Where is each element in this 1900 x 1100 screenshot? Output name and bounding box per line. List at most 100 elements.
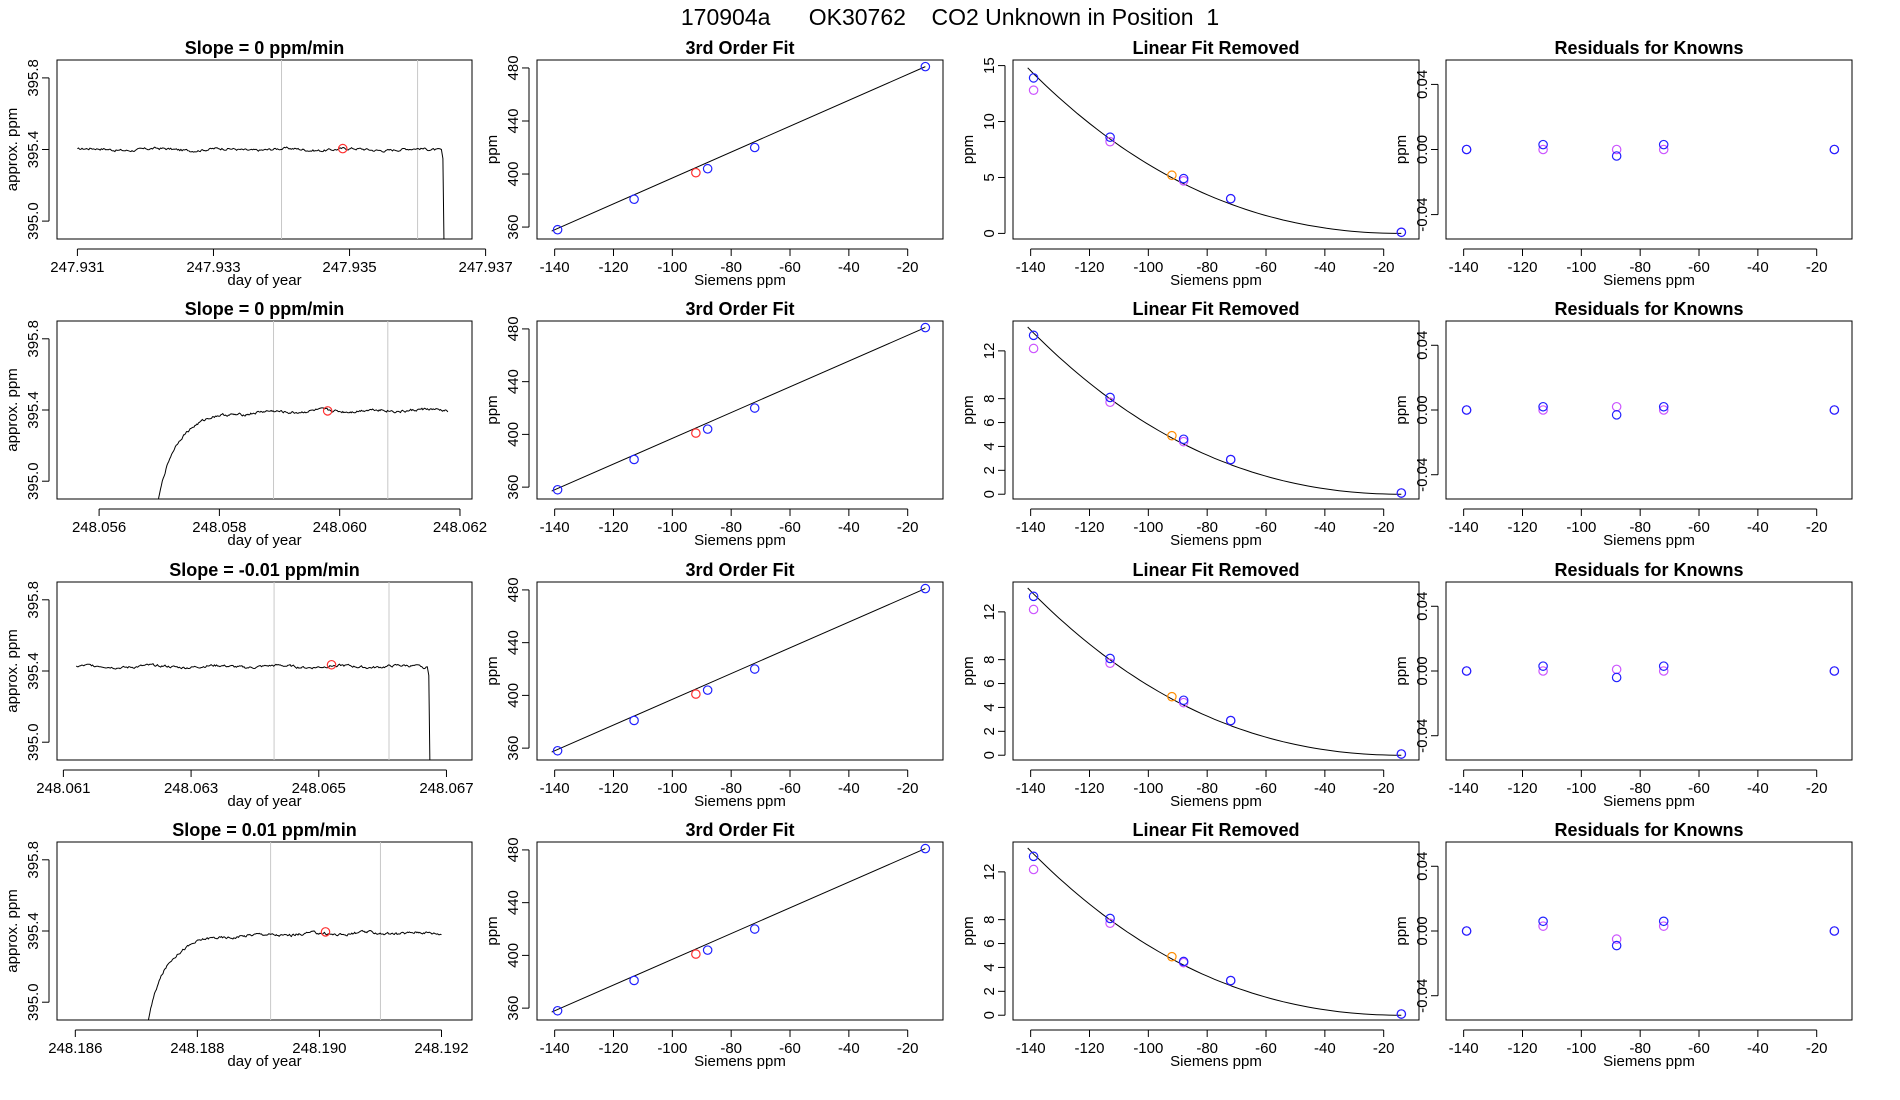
residual-point [1611, 672, 1622, 683]
x-tick-label: -140 [1449, 519, 1479, 536]
x-tick-label: -80 [720, 519, 742, 536]
x-tick-label: -120 [598, 259, 628, 276]
series-line [157, 407, 449, 499]
y-axis-label: approx. ppm [4, 889, 21, 972]
y-axis-label: ppm [960, 656, 977, 685]
known-point [702, 163, 713, 174]
x-axis-label: Siemens ppm [1603, 532, 1695, 549]
x-tick-label: -80 [1196, 519, 1218, 536]
residual-point [1461, 405, 1472, 415]
known-point [702, 945, 713, 955]
unknown-point [1167, 430, 1177, 441]
x-tick-label: -120 [598, 1040, 628, 1057]
x-tick-label: 248.056 [72, 519, 126, 536]
unknown-point [1167, 951, 1177, 962]
x-tick-label: -100 [1566, 259, 1596, 276]
panel-linear_removed-row-2: Linear Fit Removed -140 -120 -100 -80 -60 -40 -… [960, 299, 1420, 549]
x-tick-label: 248.067 [419, 780, 473, 797]
y-tick-label: 0.04 [1414, 70, 1431, 99]
y-tick-label: 400 [505, 422, 522, 447]
x-tick-label: -100 [1133, 1040, 1163, 1057]
known-point [920, 322, 931, 333]
x-axis-label: day of year [227, 793, 301, 810]
unknown-point [691, 167, 701, 178]
known-point [1028, 330, 1039, 341]
residual-point [1461, 666, 1472, 676]
y-tick-label: 395.8 [25, 59, 42, 97]
plot-frame [1012, 59, 1420, 240]
x-tick-label: 247.935 [322, 259, 376, 276]
x-tick-label: -60 [779, 1040, 801, 1057]
plot-frame [536, 59, 944, 240]
x-tick-label: 248.058 [192, 519, 246, 536]
residual-point [1658, 916, 1669, 927]
residual-point [1829, 666, 1840, 676]
y-tick-label: 480 [505, 316, 522, 341]
x-tick-label: -120 [1507, 780, 1537, 797]
residual-point [1611, 940, 1622, 951]
x-tick-label: -60 [1255, 519, 1277, 536]
magenta-point [1658, 405, 1669, 415]
x-tick-label: -120 [1507, 259, 1537, 276]
panel-fit-row-2: 3rd Order Fit -140 -120 -100 -80 -60 -40 -20 Sie… [484, 299, 944, 549]
y-tick-label: 360 [505, 996, 522, 1021]
x-tick-label: -20 [1373, 780, 1395, 797]
known-point [1105, 392, 1115, 403]
y-tick-label: 395.0 [25, 202, 42, 240]
y-tick-label: 0.04 [1414, 852, 1431, 881]
y-tick-label: 395.8 [25, 841, 42, 879]
residual-point [1461, 144, 1472, 155]
magenta-point [1105, 918, 1115, 929]
panel-title: 3rd Order Fit [685, 560, 794, 580]
x-tick-label: -40 [1314, 1040, 1336, 1057]
y-axis-label: ppm [960, 916, 977, 945]
known-point [920, 61, 931, 72]
known-point [1105, 653, 1115, 664]
unknown-point [691, 949, 701, 959]
x-tick-label: -20 [1806, 1040, 1828, 1057]
x-tick-label: -80 [720, 780, 742, 797]
panel-title: 3rd Order Fit [685, 38, 794, 58]
panel-title: Linear Fit Removed [1132, 299, 1299, 319]
x-tick-label: -40 [1314, 780, 1336, 797]
x-tick-label: 248.190 [292, 1040, 346, 1057]
y-tick-label: 480 [505, 837, 522, 862]
known-point [1396, 749, 1407, 759]
y-axis-label: ppm [484, 135, 501, 164]
plot-frame [536, 320, 944, 500]
x-tick-label: 248.186 [48, 1040, 102, 1057]
y-tick-label: 395.4 [25, 391, 42, 429]
panel-linear_removed-row-4: Linear Fit Removed -140 -120 -100 -80 -60 -40 -… [960, 820, 1420, 1070]
x-tick-label: -60 [1255, 780, 1277, 797]
fit-line [551, 327, 926, 492]
plot-frame [56, 841, 473, 1021]
known-point [1178, 173, 1189, 184]
x-tick-label: -20 [1806, 259, 1828, 276]
y-tick-label: 8 [981, 394, 998, 402]
x-tick-label: -60 [1255, 1040, 1277, 1057]
x-tick-label: -140 [1016, 780, 1046, 797]
fit-curve [1027, 587, 1402, 756]
y-tick-label: 0 [981, 751, 998, 759]
x-tick-label: 247.933 [186, 259, 240, 276]
x-tick-label: -40 [1747, 259, 1769, 276]
magenta-point [1178, 436, 1189, 447]
panel-title: 3rd Order Fit [685, 299, 794, 319]
known-point [629, 194, 639, 205]
y-axis-label: ppm [960, 395, 977, 424]
magenta-point [1538, 144, 1548, 155]
unknown-marker [322, 406, 333, 416]
residual-point [1538, 661, 1548, 671]
figure-title: 170904a OK30762 CO2 Unknown in Position … [680, 4, 1220, 30]
panel-residuals-row-1: Residuals for Knowns -140 -120 -100 -80 -60 -4… [1393, 38, 1853, 289]
x-tick-label: -60 [1255, 259, 1277, 276]
panel-title: Residuals for Knowns [1554, 820, 1743, 840]
y-tick-label: 0.00 [1414, 135, 1431, 164]
known-point [629, 454, 639, 465]
x-tick-label: 248.060 [313, 519, 367, 536]
y-tick-label: 400 [505, 683, 522, 708]
residual-point [1538, 139, 1548, 150]
x-tick-label: -60 [1688, 519, 1710, 536]
magenta-point [1028, 343, 1039, 354]
